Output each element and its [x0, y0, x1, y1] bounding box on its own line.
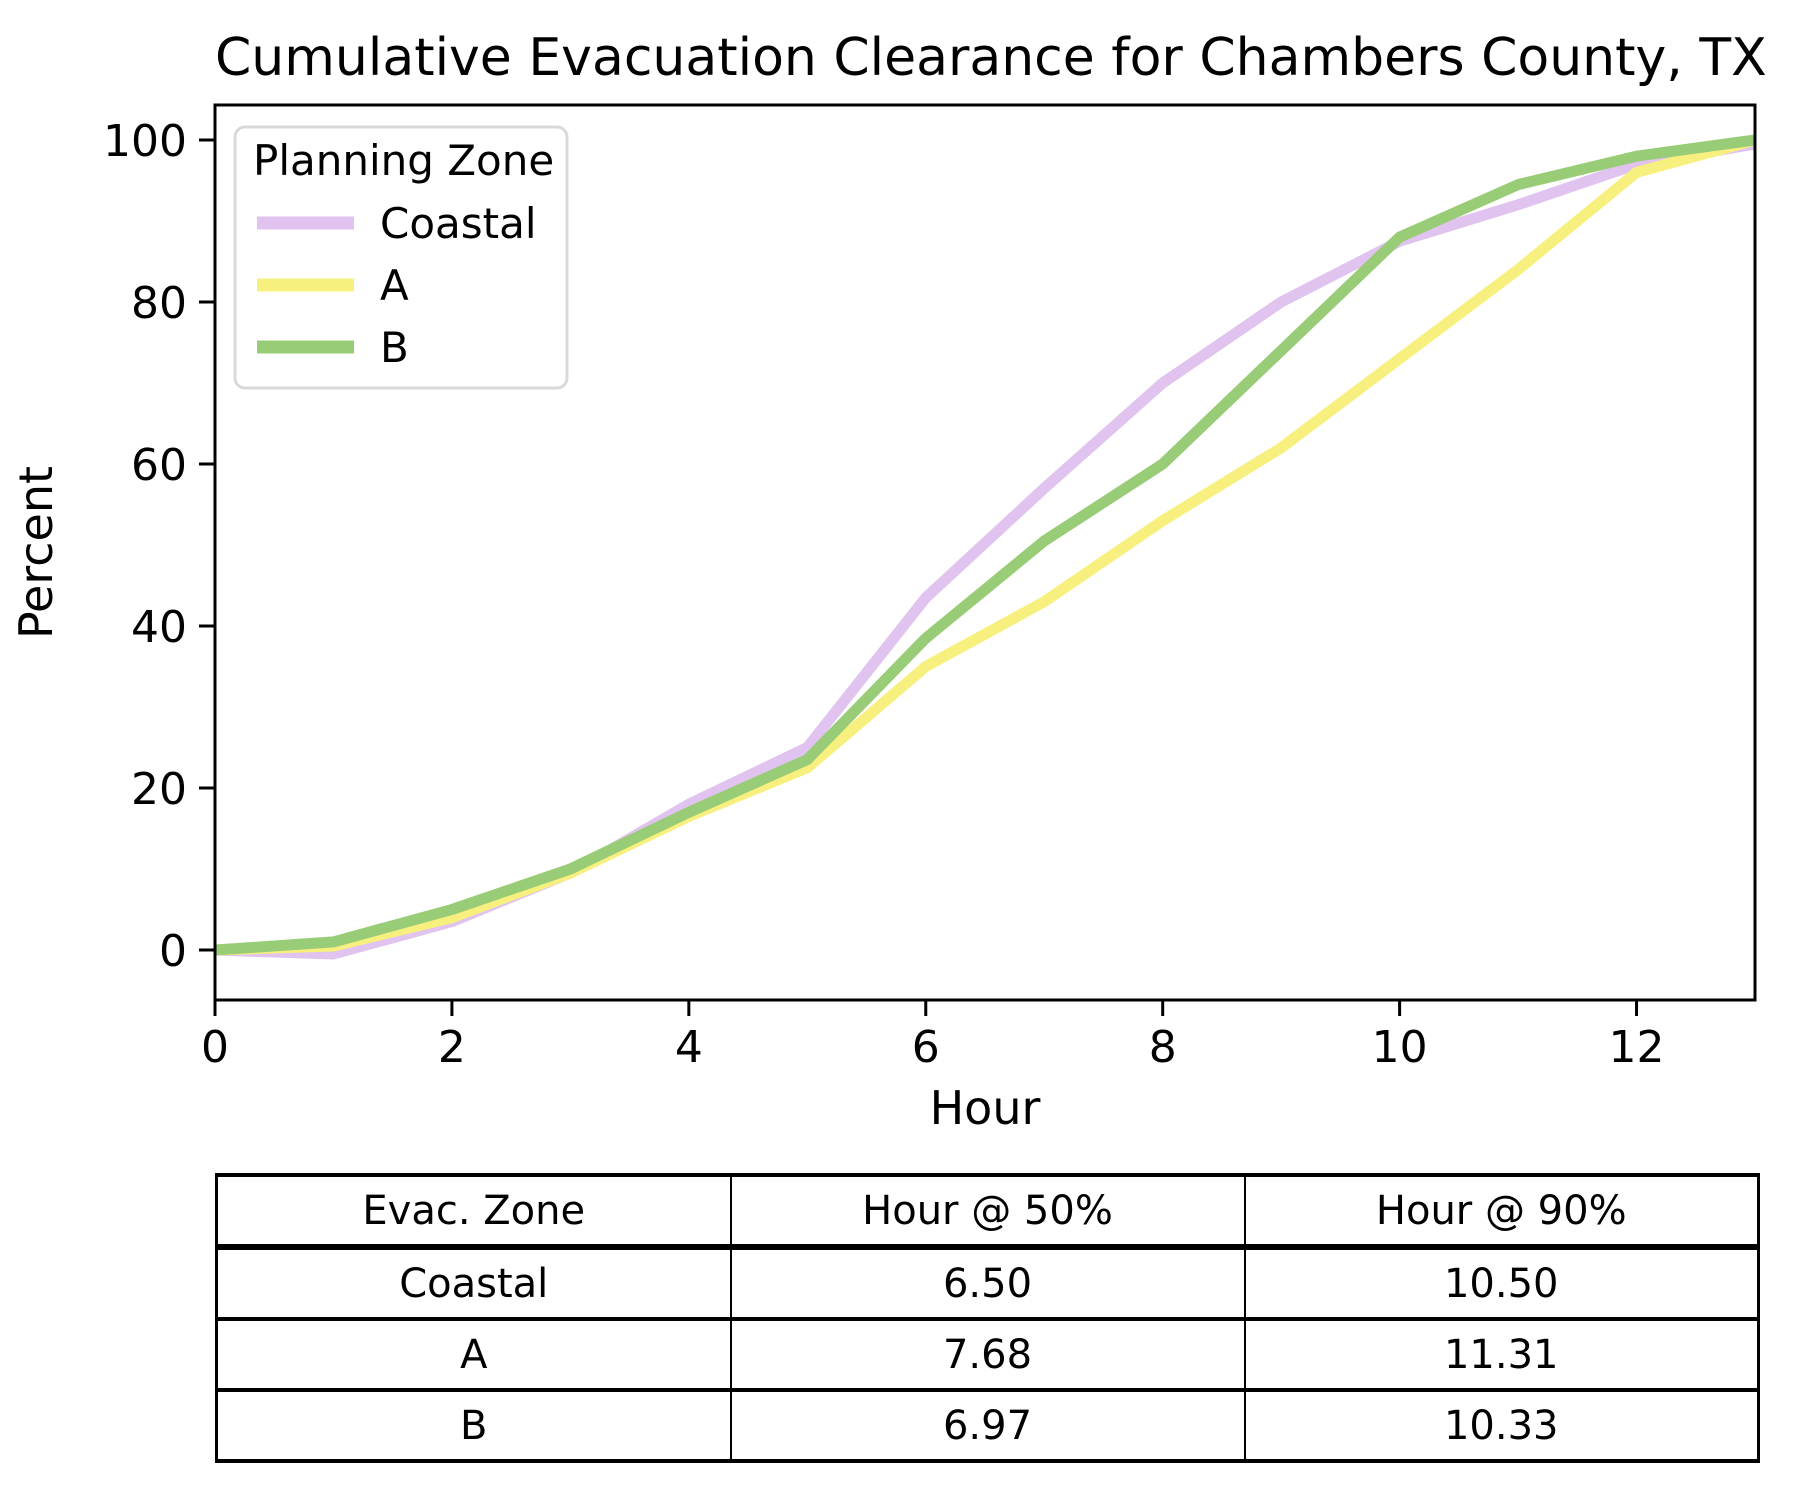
x-tick-label: 2 [438, 1022, 466, 1073]
table-cell: 6.97 [729, 1388, 1246, 1463]
table-cell: 7.68 [729, 1317, 1246, 1392]
legend-label-b: B [380, 323, 409, 372]
table-header-cell: Evac. Zone [215, 1173, 732, 1250]
legend-swatch-coastal [257, 216, 354, 230]
legend-label-a: A [380, 261, 409, 310]
x-axis: 0 2 4 6 8 10 12 [201, 1000, 1665, 1073]
y-tick-label: 100 [103, 116, 187, 167]
y-tick-label: 0 [159, 926, 187, 977]
plot-frame [213, 103, 1757, 1002]
table-row: Coastal 6.50 10.50 [215, 1245, 1760, 1321]
table-cell: 10.33 [1243, 1388, 1760, 1463]
x-tick-label: 12 [1609, 1022, 1665, 1073]
chart-title: Cumulative Evacuation Clearance for Cham… [215, 28, 1767, 88]
y-tick-label: 60 [131, 440, 187, 491]
summary-table-header: Evac. Zone Hour @ 50% Hour @ 90% [215, 1173, 1760, 1250]
legend: Planning Zone Coastal AB [233, 125, 569, 390]
table-cell: A [215, 1317, 732, 1392]
series-line-a [215, 134, 1755, 956]
table-row: B 6.97 10.33 [215, 1388, 1760, 1463]
x-tick-label: 8 [1149, 1022, 1177, 1073]
plot-series [215, 134, 1755, 960]
y-axis: 0 20 40 60 80 100 [103, 116, 215, 977]
x-tick-label: 0 [201, 1022, 229, 1073]
x-tick-label: 10 [1372, 1022, 1428, 1073]
table-cell: 11.31 [1243, 1317, 1760, 1392]
table-cell: Coastal [215, 1245, 732, 1321]
x-tick-label: 6 [912, 1022, 940, 1073]
table-cell: 10.50 [1243, 1245, 1760, 1321]
table-row: A 7.68 11.31 [215, 1317, 1760, 1392]
table-header-cell: Hour @ 90% [1243, 1173, 1760, 1250]
legend-label-coastal: Coastal [380, 199, 537, 248]
y-tick-label: 80 [131, 278, 187, 329]
summary-table: Evac. Zone Hour @ 50% Hour @ 90% Coastal 6.… [215, 1173, 1760, 1463]
legend-box [233, 125, 569, 390]
series-line-b [215, 134, 1755, 956]
line-chart: 0 2 4 6 8 10 12 0 20 40 60 80 100 Hour Percent Planning… [9, 103, 1757, 1135]
y-axis-label: Percent [9, 466, 63, 639]
table-cell: 6.50 [729, 1245, 1246, 1321]
x-tick-label: 4 [675, 1022, 703, 1073]
table-cell: B [215, 1388, 732, 1463]
legend-title: Planning Zone [253, 136, 554, 185]
y-tick-label: 20 [131, 764, 187, 815]
legend-swatch-b [257, 340, 354, 354]
table-header-cell: Hour @ 50% [729, 1173, 1246, 1250]
legend-swatch-a [257, 278, 354, 292]
x-axis-label: Hour [930, 1081, 1041, 1135]
y-tick-label: 40 [131, 602, 187, 653]
